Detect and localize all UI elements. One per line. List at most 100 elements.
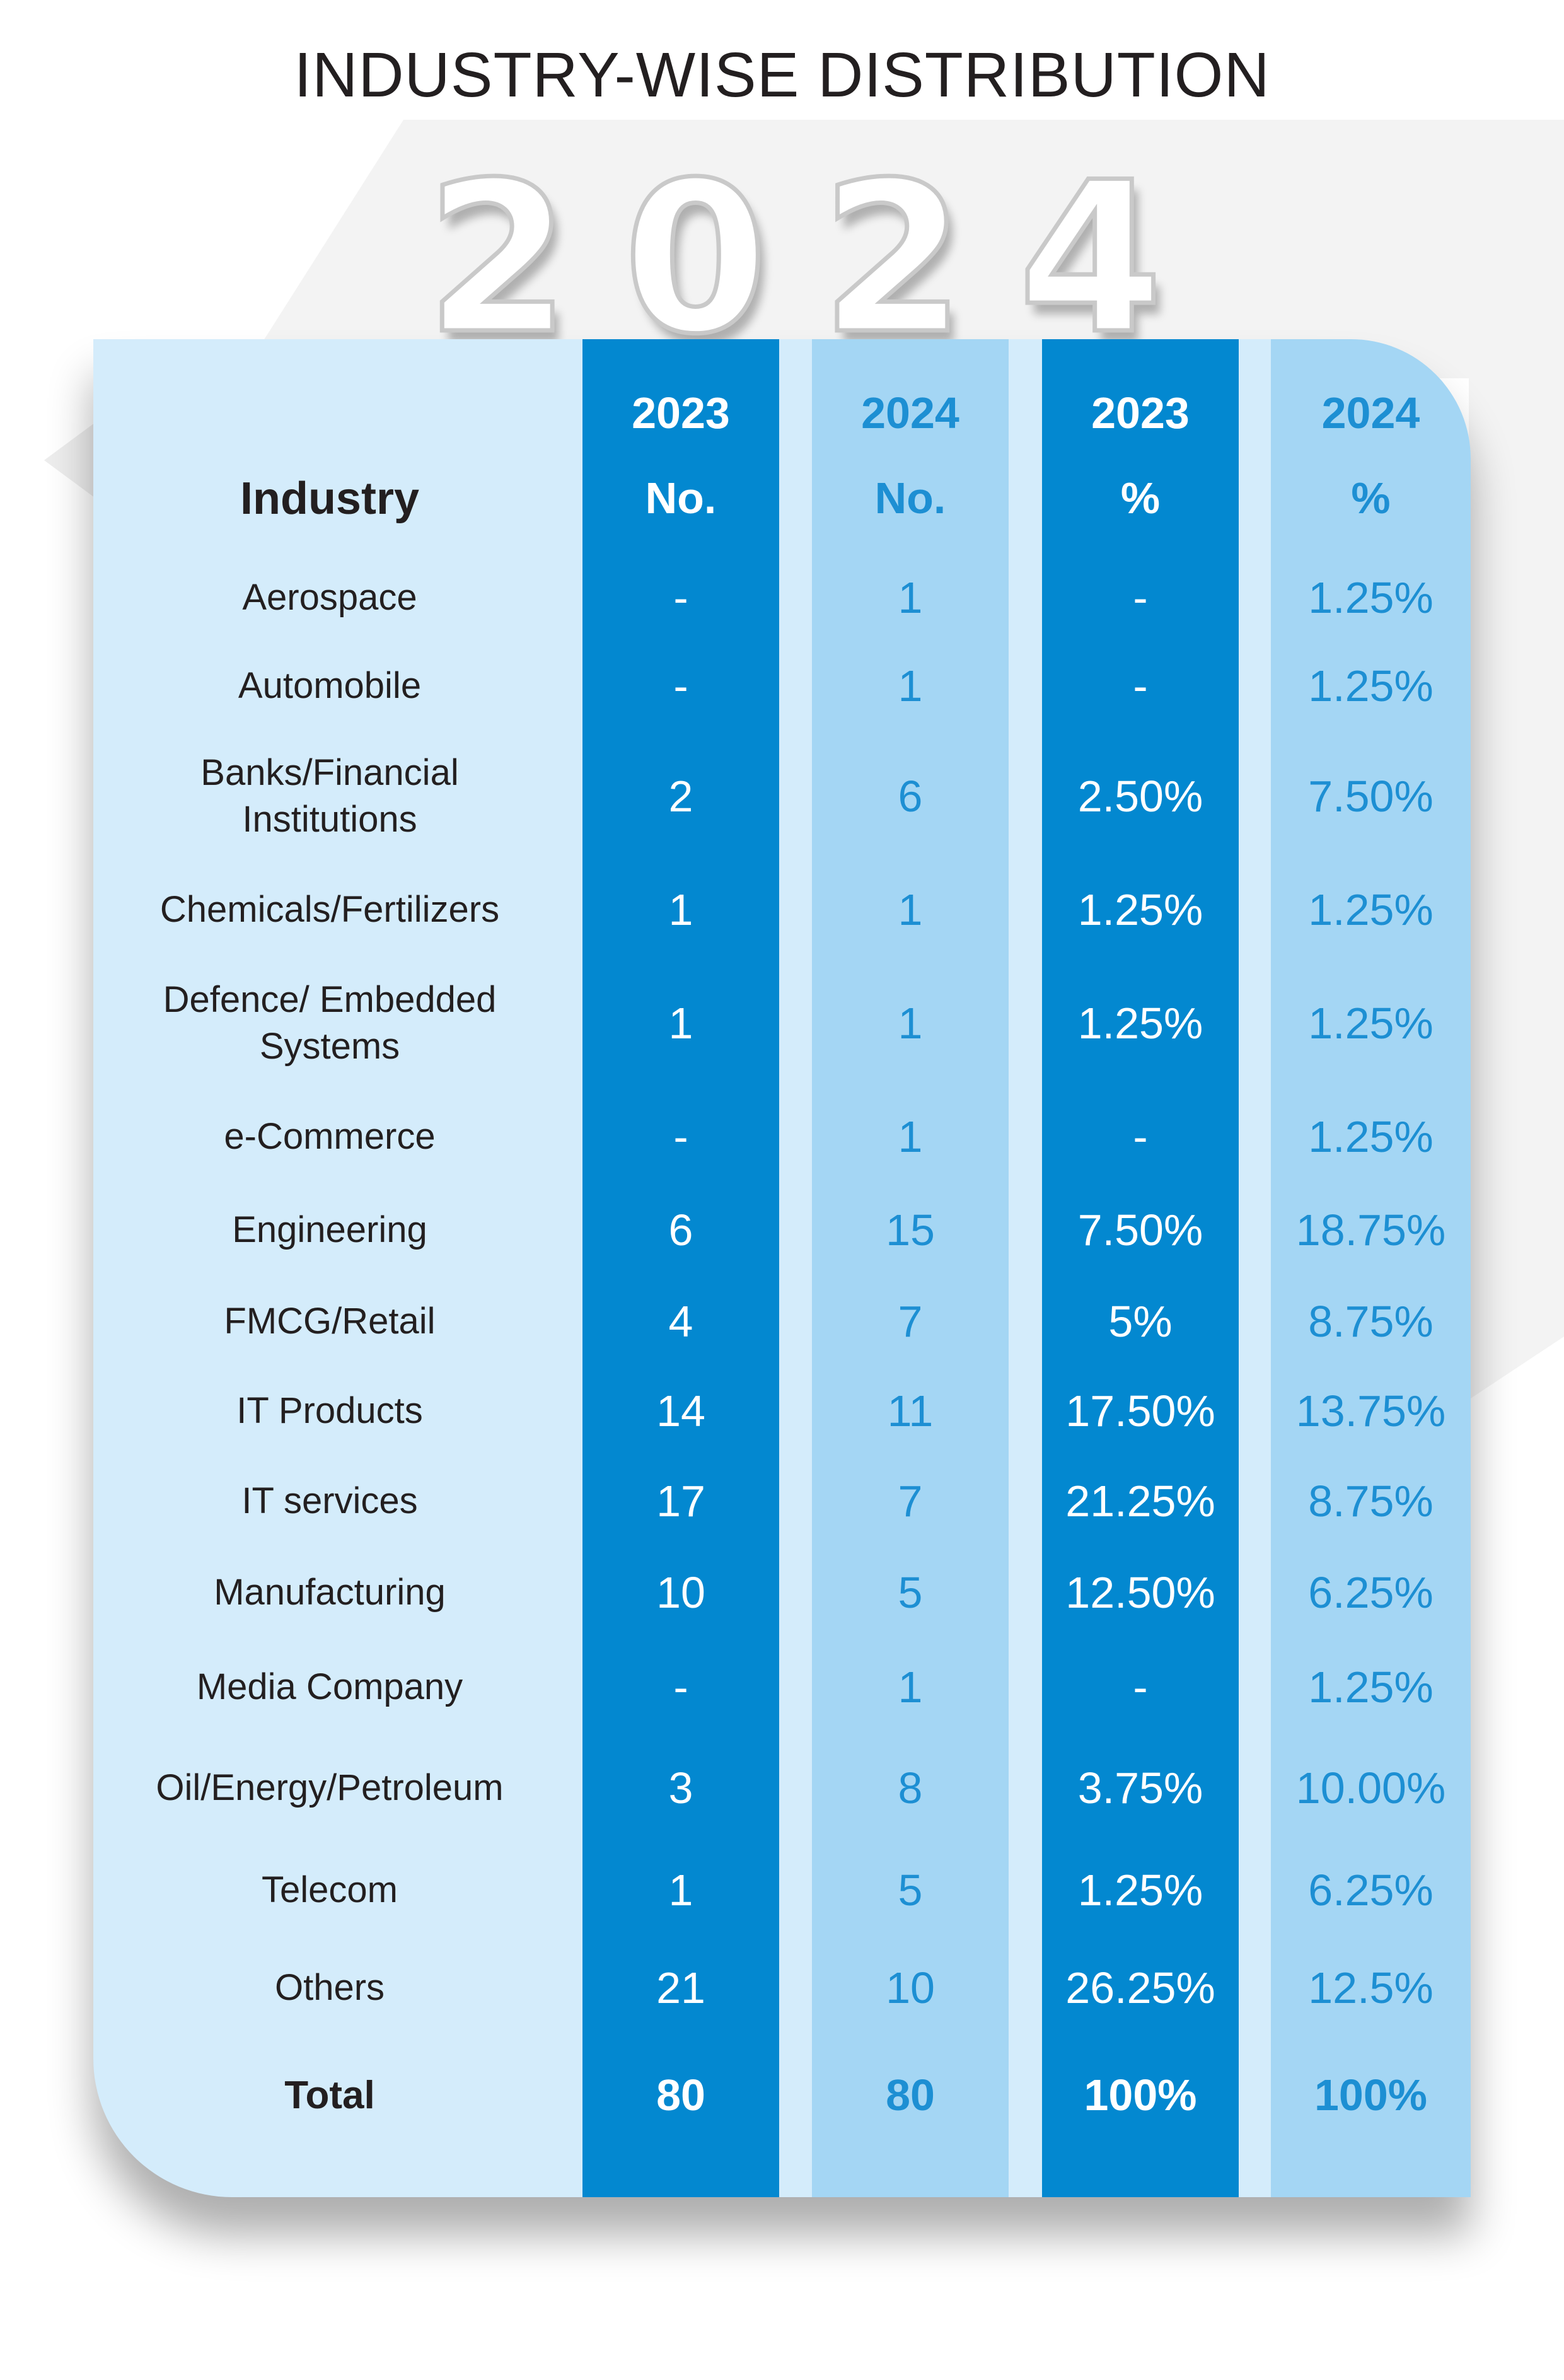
row-2024-no: 5 — [898, 1567, 923, 1617]
row-2024-pct: 1.25% — [1308, 573, 1434, 622]
row-2024-no: 10 — [886, 1963, 935, 2012]
row-industry: IT Products — [236, 1390, 423, 1431]
header-year: 2023 — [632, 388, 730, 438]
total-2024-pct: 100% — [1314, 2070, 1428, 2120]
row-2024-no: 1 — [898, 573, 923, 622]
decorative-year: 2 0 2 4 — [403, 137, 1185, 380]
row-2024-no: 6 — [898, 772, 923, 821]
row-2023-pct: 5% — [1108, 1296, 1173, 1346]
row-2024-pct: 18.75% — [1295, 1205, 1446, 1255]
row-industry: IT services — [241, 1480, 418, 1521]
table-row: Banks/Financial Institutions 2 6 2.50% 7… — [93, 730, 1471, 862]
total-label: Total — [284, 2073, 375, 2117]
header-2024-pct: 2024 % — [1271, 371, 1471, 541]
row-industry: e-Commerce — [224, 1116, 436, 1157]
distribution-table: Industry 2023 No. 2024 No. 2023 % 2024 %… — [93, 339, 1471, 2197]
row-2024-no: 1 — [898, 885, 923, 934]
row-2023-no: - — [673, 1662, 688, 1712]
row-2024-pct: 10.00% — [1295, 1763, 1446, 1813]
row-2024-pct: 8.75% — [1308, 1476, 1434, 1526]
total-2023-no: 80 — [656, 2070, 705, 2120]
table-row: Others 21 10 26.25% 12.5% — [93, 1941, 1471, 2035]
table-row: Manufacturing 10 5 12.50% 6.25% — [93, 1547, 1471, 1638]
table-row: Aerospace - 1 - 1.25% — [93, 554, 1471, 642]
row-2024-pct: 12.5% — [1308, 1963, 1434, 2012]
row-2023-pct: 17.50% — [1065, 1386, 1215, 1436]
table-row: Automobile - 1 - 1.25% — [93, 642, 1471, 730]
row-2023-pct: 1.25% — [1077, 1866, 1203, 1915]
row-2024-no: 11 — [887, 1386, 934, 1436]
row-2023-pct: - — [1133, 573, 1148, 622]
total-2024-no: 80 — [886, 2070, 935, 2120]
row-industry: Defence/ Embedded Systems — [163, 979, 497, 1067]
row-2024-no: 7 — [898, 1476, 923, 1526]
row-2023-no: 4 — [668, 1296, 693, 1346]
row-2023-pct: 7.50% — [1077, 1205, 1203, 1255]
row-2024-pct: 6.25% — [1308, 1866, 1434, 1915]
row-2023-no: 2 — [668, 772, 693, 821]
row-2024-pct: 13.75% — [1295, 1386, 1446, 1436]
year-digit: 2 — [424, 137, 573, 380]
row-2024-no: 1 — [898, 661, 923, 711]
row-2023-no: 1 — [668, 999, 693, 1048]
table-row: Chemicals/Fertilizers 1 1 1.25% 1.25% — [93, 862, 1471, 957]
row-2023-no: 3 — [668, 1763, 693, 1813]
table-row: IT Products 14 11 17.50% 13.75% — [93, 1367, 1471, 1455]
row-2023-pct: 12.50% — [1065, 1567, 1215, 1617]
table-row: FMCG/Retail 4 7 5% 8.75% — [93, 1275, 1471, 1367]
row-2024-no: 1 — [898, 1112, 923, 1161]
row-2023-pct: 1.25% — [1077, 885, 1203, 934]
table-row: Engineering 6 15 7.50% 18.75% — [93, 1184, 1471, 1275]
row-2024-pct: 7.50% — [1308, 772, 1434, 821]
row-2023-pct: - — [1133, 1662, 1148, 1712]
table-header: Industry 2023 No. 2024 No. 2023 % 2024 % — [93, 371, 1471, 541]
row-2023-no: - — [673, 1112, 688, 1161]
row-2023-no: 21 — [656, 1963, 705, 2012]
row-2024-pct: 1.25% — [1308, 999, 1434, 1048]
header-2024-no: 2024 No. — [812, 371, 1009, 541]
row-industry: Chemicals/Fertilizers — [159, 889, 500, 930]
row-2023-pct: - — [1133, 661, 1148, 711]
row-2023-pct: - — [1133, 1112, 1148, 1161]
header-year: 2023 — [1091, 388, 1190, 438]
row-2024-pct: 6.25% — [1308, 1567, 1434, 1617]
table-row: Media Company - 1 - 1.25% — [93, 1638, 1471, 1736]
table-row: IT services 17 7 21.25% 8.75% — [93, 1455, 1471, 1547]
header-year: 2024 — [1321, 388, 1420, 438]
column-band-2023-no — [582, 339, 779, 2197]
row-2023-no: - — [673, 573, 688, 622]
row-industry: FMCG/Retail — [224, 1300, 436, 1342]
row-industry: Others — [274, 1967, 385, 2008]
row-2023-no: 14 — [656, 1386, 705, 1436]
row-industry: Aerospace — [242, 577, 417, 618]
table-row: Oil/Energy/Petroleum 3 8 3.75% 10.00% — [93, 1736, 1471, 1840]
row-industry: Media Company — [196, 1666, 463, 1707]
year-digit: 0 — [621, 137, 770, 380]
year-digit: 2 — [818, 137, 968, 380]
header-year: 2024 — [861, 388, 959, 438]
row-2024-pct: 1.25% — [1308, 1112, 1434, 1161]
table-total-row: Total 80 80 100% 100% — [93, 2041, 1471, 2149]
row-2023-no: 10 — [656, 1567, 705, 1617]
row-2024-no: 1 — [898, 1662, 923, 1712]
column-band-2024-pct — [1271, 339, 1471, 2197]
year-digit: 4 — [1016, 137, 1166, 380]
row-2023-pct: 21.25% — [1065, 1476, 1215, 1526]
row-2024-no: 15 — [886, 1205, 935, 1255]
row-2024-pct: 1.25% — [1308, 885, 1434, 934]
row-2024-pct: 1.25% — [1308, 1662, 1434, 1712]
row-2023-no: 1 — [668, 885, 693, 934]
row-2024-no: 7 — [898, 1296, 923, 1346]
column-band-2023-pct — [1042, 339, 1239, 2197]
row-2023-pct: 2.50% — [1077, 772, 1203, 821]
header-industry: Industry — [240, 473, 420, 524]
row-2023-no: 17 — [656, 1476, 705, 1526]
row-industry: Banks/Financial Institutions — [200, 752, 459, 840]
row-industry: Engineering — [232, 1209, 427, 1250]
row-industry: Automobile — [238, 665, 422, 706]
header-2023-no: 2023 No. — [582, 371, 779, 541]
row-2024-no: 1 — [898, 999, 923, 1048]
header-label: % — [1351, 473, 1391, 523]
row-2024-no: 8 — [898, 1763, 923, 1813]
table-row: Telecom 1 5 1.25% 6.25% — [93, 1840, 1471, 1941]
